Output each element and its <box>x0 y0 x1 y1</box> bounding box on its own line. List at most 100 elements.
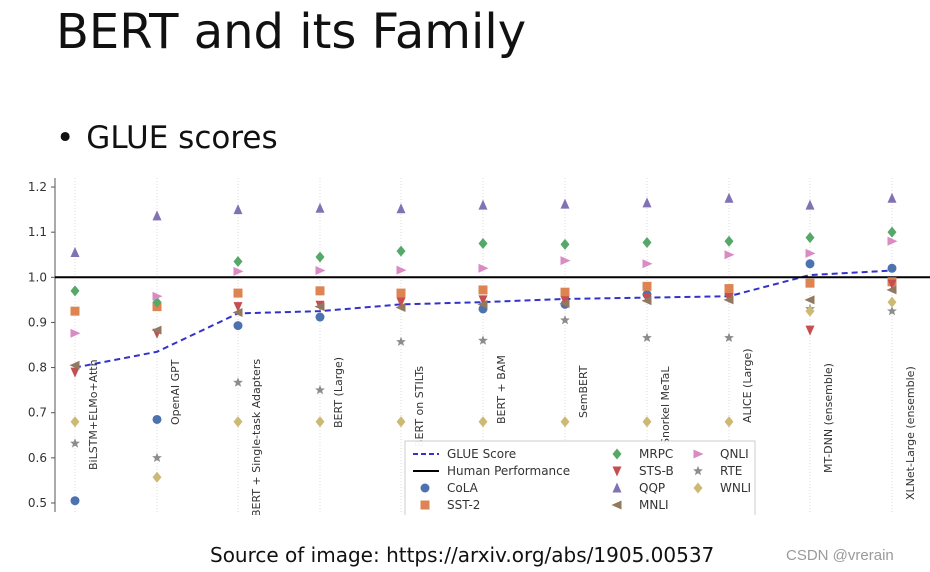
category-label-layer: BiLSTM+ELMo+Attn OpenAI GPT BERT + Single-… <box>87 348 917 515</box>
legend-label: WNLI <box>720 481 751 495</box>
y-tick-label: 0.8 <box>28 361 47 375</box>
series-wnli <box>70 296 897 483</box>
point-qnli <box>724 250 735 260</box>
point-qnli <box>805 248 816 258</box>
image-source-caption: Source of image: https://arxiv.org/abs/1… <box>210 543 715 567</box>
point-rte <box>887 305 897 316</box>
point-mnli <box>477 299 488 309</box>
category-label: BERT + Single-task Adapters <box>250 359 263 515</box>
point-mnli <box>314 302 325 312</box>
point-cola <box>805 259 815 269</box>
point-sts-b <box>805 325 815 336</box>
point-mrpc <box>233 256 243 267</box>
point-mnli <box>641 296 652 306</box>
legend-marker <box>612 482 622 493</box>
point-wnli <box>152 471 162 483</box>
legend-label: SST-2 <box>447 498 480 512</box>
point-qqp <box>724 192 734 203</box>
legend-marker <box>612 466 622 477</box>
legend-label: MNLI <box>639 498 669 512</box>
category-label: BERT + BAM <box>495 355 508 424</box>
slide-title: BERT and its Family <box>56 4 527 60</box>
point-sst-2 <box>315 286 325 296</box>
point-mrpc <box>478 237 488 249</box>
point-mnli <box>232 308 243 318</box>
point-qqp <box>887 192 897 203</box>
point-wnli <box>70 416 80 428</box>
point-sst-2 <box>478 285 488 295</box>
point-mrpc <box>805 232 815 244</box>
point-mrpc <box>724 235 734 247</box>
series-mrpc <box>70 226 897 308</box>
point-rte <box>560 315 570 325</box>
point-qqp <box>233 204 243 215</box>
bullet-dot: • <box>56 120 75 156</box>
point-sst-2 <box>233 288 243 298</box>
point-qnli <box>233 266 244 276</box>
point-mrpc <box>887 226 897 238</box>
legend-label: QQP <box>639 481 665 495</box>
point-qqp <box>396 203 406 214</box>
point-qnli <box>560 256 571 266</box>
series-rte <box>70 303 897 462</box>
line-layer <box>55 269 930 369</box>
point-qnli <box>478 263 489 273</box>
point-cola <box>887 263 897 273</box>
category-label: SemBERT <box>577 365 590 418</box>
legend-label: Human Performance <box>447 464 570 478</box>
point-rte <box>478 335 488 345</box>
bullet-item: • GLUE scores <box>56 120 278 156</box>
point-mrpc <box>315 251 325 263</box>
legend-marker <box>611 500 622 510</box>
category-label: ALICE (Large) <box>741 348 754 423</box>
y-tick-label: 1.2 <box>28 180 47 194</box>
y-tick-label: 0.7 <box>28 406 47 420</box>
point-mnli <box>395 303 406 313</box>
point-rte <box>315 384 325 395</box>
point-rte <box>233 377 243 387</box>
point-qqp <box>478 199 488 210</box>
legend-label: MRPC <box>639 447 673 461</box>
legend: GLUE Score Human Performance CoLA SST-2 MRPC… <box>404 440 756 515</box>
point-qnli <box>315 266 326 276</box>
point-sts-b <box>478 295 488 306</box>
point-qqp <box>805 199 815 210</box>
point-qqp <box>642 197 652 208</box>
legend-label: QNLI <box>720 447 749 461</box>
point-mrpc <box>560 238 570 250</box>
point-qqp <box>560 198 570 209</box>
point-sts-b <box>642 293 652 304</box>
legend-label: RTE <box>720 464 742 478</box>
point-sst-2 <box>724 284 734 294</box>
point-sts-b <box>396 297 406 308</box>
point-qnli <box>70 328 81 338</box>
y-tick-label: 0.6 <box>28 451 47 465</box>
series-qnli <box>70 236 898 338</box>
line-glue-score <box>74 269 893 369</box>
point-wnli <box>233 416 243 428</box>
point-mnli <box>723 295 734 305</box>
point-wnli <box>805 305 815 317</box>
point-wnli <box>315 416 325 428</box>
point-cola <box>233 321 243 331</box>
series-qqp <box>70 192 897 257</box>
point-rte <box>396 336 406 346</box>
point-sst-2 <box>560 287 570 297</box>
y-tick-label: 0.9 <box>28 315 47 329</box>
legend-label: GLUE Score <box>447 447 516 461</box>
point-sst-2 <box>70 306 80 316</box>
point-wnli <box>560 416 570 428</box>
point-sts-b <box>70 367 80 378</box>
point-mrpc <box>642 237 652 249</box>
point-mnli <box>69 360 80 370</box>
glue-scores-chart: 0.5 0.6 0.7 0.8 0.9 1.0 1.1 1.2 BiLSTM+ELMo+Att… <box>28 178 930 515</box>
point-rte <box>70 438 80 448</box>
category-label: Snorkel MeTaL <box>659 366 672 445</box>
point-qqp <box>315 202 325 213</box>
point-mrpc <box>396 245 406 257</box>
category-label: XLNet-Large (ensemble) <box>904 366 917 500</box>
point-mnli <box>804 295 815 305</box>
point-wnli <box>478 416 488 428</box>
category-label: BERT (Large) <box>332 357 345 428</box>
point-qnli <box>887 236 898 246</box>
